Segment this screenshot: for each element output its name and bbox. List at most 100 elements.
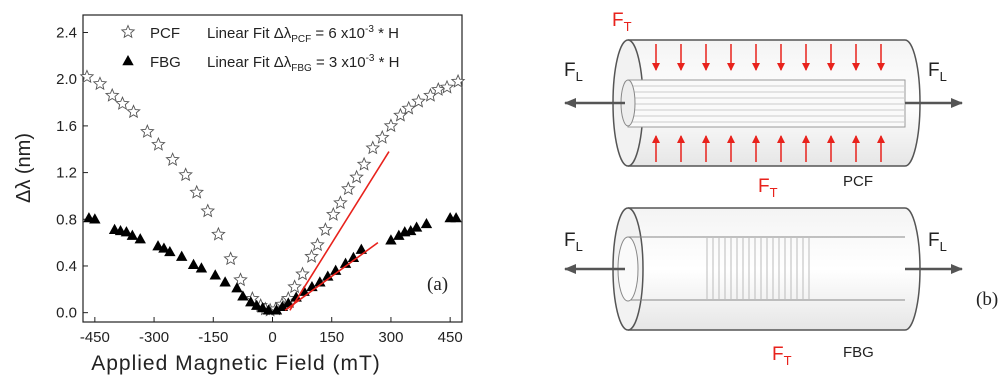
triangle-point [276, 300, 289, 312]
star-point [383, 118, 399, 133]
star-point [115, 96, 130, 110]
star-point [304, 248, 319, 263]
y-tick-label: 1.6 [56, 118, 77, 135]
star-point [287, 279, 302, 294]
chart-a: Applied Magnetic Field (mT) Δλ (nm) (a) … [13, 14, 466, 375]
star-point [165, 152, 180, 166]
force-label: FT [612, 10, 632, 34]
star-point [178, 167, 193, 182]
triangle-point [187, 258, 200, 270]
x-tick-label: 450 [438, 329, 463, 346]
y-tick-label: 2.4 [56, 25, 77, 42]
x-tick-label: 300 [378, 329, 403, 346]
triangle-point [89, 213, 101, 224]
triangle-point [126, 229, 139, 240]
star-point [126, 104, 141, 119]
triangle-point [251, 299, 263, 310]
x-tick-label: -300 [139, 329, 169, 346]
star-point [365, 140, 381, 155]
force-sub: L [940, 69, 947, 84]
panel-label: (b) [976, 289, 998, 310]
force-symbol: F [612, 10, 624, 31]
star-point [374, 129, 390, 144]
y-tick-label: 0.4 [56, 258, 77, 275]
star-point [223, 251, 238, 266]
fiber [628, 236, 905, 301]
fiber-lines [632, 85, 905, 123]
star-point [79, 69, 95, 84]
y-tick-label: 0.8 [56, 211, 77, 228]
star-point [104, 87, 120, 102]
star-point [200, 203, 216, 218]
force-label: FL [564, 230, 583, 254]
legend-symbol [120, 24, 136, 39]
fiber-label: FBG [843, 344, 874, 361]
fiber-label: PCF [843, 173, 873, 190]
legend-symbol [122, 55, 134, 66]
star-point [450, 73, 466, 88]
force-sub: L [576, 69, 583, 84]
triangle-point [219, 276, 231, 287]
force-sub: T [770, 185, 778, 200]
triangle-point [262, 304, 275, 315]
force-sub: T [624, 19, 632, 34]
triangle-point [134, 233, 146, 244]
panel-label: (a) [427, 274, 448, 295]
legend-fit-text: Linear Fit Δλ [207, 54, 292, 71]
legend-label: FBG [150, 54, 181, 71]
triangle-point [256, 301, 269, 313]
force-label: FL [928, 60, 947, 84]
triangle-point [195, 262, 208, 273]
force-symbol: F [564, 230, 576, 251]
legend-fit-text: * H [374, 54, 399, 71]
triangle-point [237, 290, 249, 301]
force-symbol: F [928, 60, 940, 81]
star-point [151, 136, 166, 151]
triangle-point [290, 291, 302, 302]
star-point [411, 93, 426, 108]
star-point [439, 79, 455, 94]
triangle-point [314, 276, 326, 287]
force-sub: L [940, 239, 947, 254]
cylinder [628, 207, 921, 331]
triangle-point [164, 245, 176, 257]
star-point [233, 272, 248, 287]
force-symbol: F [758, 176, 770, 197]
diagram-b [564, 39, 963, 331]
legend-fit-text: * H [374, 25, 399, 42]
legend-fit-text: = 6 x10 [311, 25, 365, 42]
force-symbol: F [772, 344, 784, 365]
fit-line [289, 151, 390, 311]
star-point [341, 181, 356, 196]
legend-fit: Linear Fit ΔλPCF = 6 x10-3 * H [207, 24, 399, 45]
diagram-labels: FT FL FL FT PCF FL FL FT FBG (b) [564, 10, 998, 368]
y-tick-label: 1.2 [56, 165, 77, 182]
star-point [333, 195, 348, 210]
triangle-point [120, 226, 133, 237]
legend-fit-text: = 3 x10 [312, 54, 366, 71]
star-point [140, 124, 155, 138]
force-label: FL [928, 230, 947, 254]
star-point [310, 237, 325, 252]
force-symbol: F [928, 230, 940, 251]
legend-fit: Linear Fit ΔλFBG = 3 x10-3 * H [207, 53, 400, 74]
legend-fit-sub: PCF [291, 34, 311, 45]
triangle-point [245, 296, 257, 307]
grating [706, 238, 810, 299]
legend-label: PCF [150, 25, 180, 42]
y-axis-title: Δλ (nm) [13, 133, 35, 203]
triangle-point [209, 269, 221, 280]
x-axis-title: Applied Magnetic Field (mT) [91, 352, 381, 375]
triangle-point [231, 282, 243, 293]
triangle-point [355, 243, 368, 254]
legend-fit-text: Linear Fit Δλ [207, 25, 292, 42]
triangle-point [450, 212, 462, 223]
x-tick-label: 0 [268, 329, 276, 346]
triangle-point [270, 304, 283, 315]
triangle-point [404, 224, 417, 236]
legend-fit-sup: -3 [366, 53, 375, 64]
y-tick-label: 0.0 [56, 305, 77, 322]
star-point [326, 206, 341, 221]
